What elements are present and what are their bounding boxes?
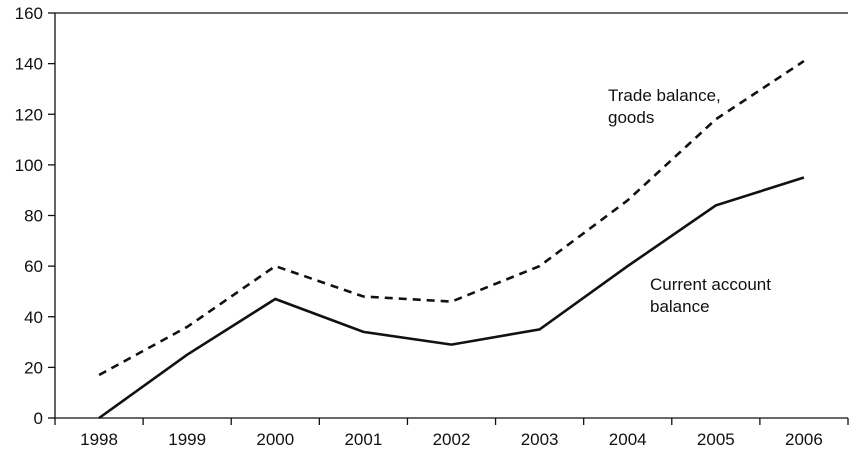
x-tick-label: 2005 [697, 430, 735, 449]
y-tick-label: 80 [24, 207, 43, 226]
axes [54, 12, 848, 419]
y-tick-label: 0 [34, 409, 43, 428]
y-tick-label: 60 [24, 257, 43, 276]
current-account-balance-line [98, 176, 805, 420]
x-tick-label: 1999 [168, 430, 206, 449]
trade-balance-goods-line [98, 60, 805, 377]
x-tick-label: 2003 [521, 430, 559, 449]
series-lines [98, 60, 805, 420]
x-tick-label: 2002 [433, 430, 471, 449]
axis-ticks: 0 20 40 60 80 100 120 140 160 1998 1999 2000 2001 200… [15, 4, 849, 449]
series-label-line: goods [608, 108, 654, 127]
series-label-line: balance [650, 297, 710, 316]
y-tick-label: 120 [15, 105, 43, 124]
x-tick-label: 2000 [256, 430, 294, 449]
y-tick-label: 140 [15, 55, 43, 74]
series-label-line: Current account [650, 275, 771, 294]
current-account-label: Current account balance [650, 275, 771, 316]
y-tick-label: 160 [15, 4, 43, 23]
x-tick-label: 2004 [609, 430, 647, 449]
y-tick-label: 100 [15, 156, 43, 175]
x-tick-label: 2001 [344, 430, 382, 449]
series-label-line: Trade balance, [608, 86, 721, 105]
x-tick-label: 1998 [80, 430, 118, 449]
trade-balance-label: Trade balance, goods [608, 86, 721, 127]
y-tick-label: 40 [24, 308, 43, 327]
x-tick-label: 2006 [785, 430, 823, 449]
y-tick-label: 20 [24, 358, 43, 377]
annotations: Trade balance, goods Current account balanc… [608, 86, 771, 316]
